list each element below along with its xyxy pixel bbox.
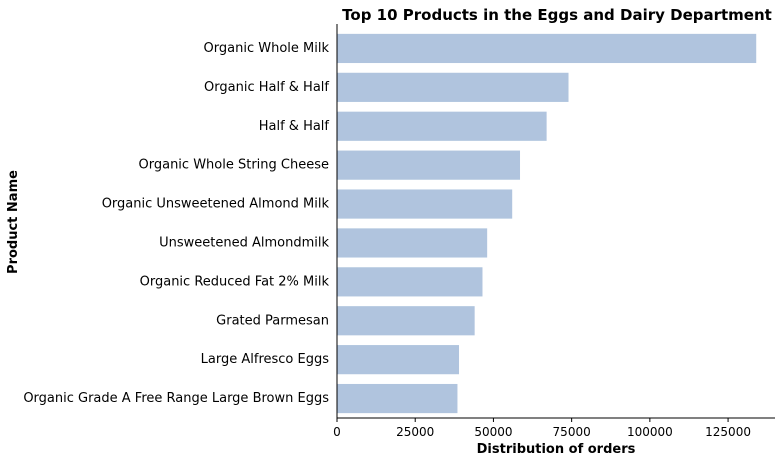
bar-9 (337, 345, 460, 375)
category-label-3: Half & Half (259, 119, 330, 134)
x-tick-label-4: 75000 (553, 425, 591, 439)
bars-group (337, 33, 757, 414)
x-tick-label-3: 50000 (474, 425, 512, 439)
category-label-2: Organic Half & Half (204, 80, 329, 95)
category-label-5: Organic Unsweetened Almond Milk (102, 197, 330, 212)
category-label-9: Large Alfresco Eggs (201, 352, 330, 367)
category-label-1: Organic Whole Milk (204, 41, 330, 56)
bar-8 (337, 306, 475, 336)
bar-2 (337, 72, 569, 102)
x-tick-label-5: 100000 (627, 425, 673, 439)
bar-3 (337, 111, 547, 141)
bar-7 (337, 267, 483, 297)
category-label-10: Organic Grade A Free Range Large Brown E… (23, 391, 329, 406)
category-labels: Organic Whole Milk Organic Half & Half Hal… (23, 41, 329, 406)
bar-6 (337, 228, 488, 258)
chart-title: Top 10 Products in the Eggs and Dairy De… (342, 6, 772, 24)
category-label-7: Organic Reduced Fat 2% Milk (140, 274, 330, 289)
x-axis-label: Distribution of orders (477, 442, 636, 457)
category-label-8: Grated Parmesan (216, 313, 329, 328)
category-label-6: Unsweetened Almondmilk (159, 235, 329, 250)
y-axis-label: Product Name (6, 170, 21, 274)
bar-4 (337, 150, 521, 180)
x-ticks: 0 25000 50000 75000 100000 125000 (333, 418, 751, 439)
x-tick-label-2: 25000 (396, 425, 434, 439)
x-tick-label-6: 125000 (705, 425, 751, 439)
category-label-4: Organic Whole String Cheese (139, 158, 330, 173)
bar-5 (337, 189, 513, 219)
x-tick-label-1: 0 (333, 425, 341, 439)
bar-10 (337, 383, 458, 414)
bar-1 (337, 33, 757, 64)
